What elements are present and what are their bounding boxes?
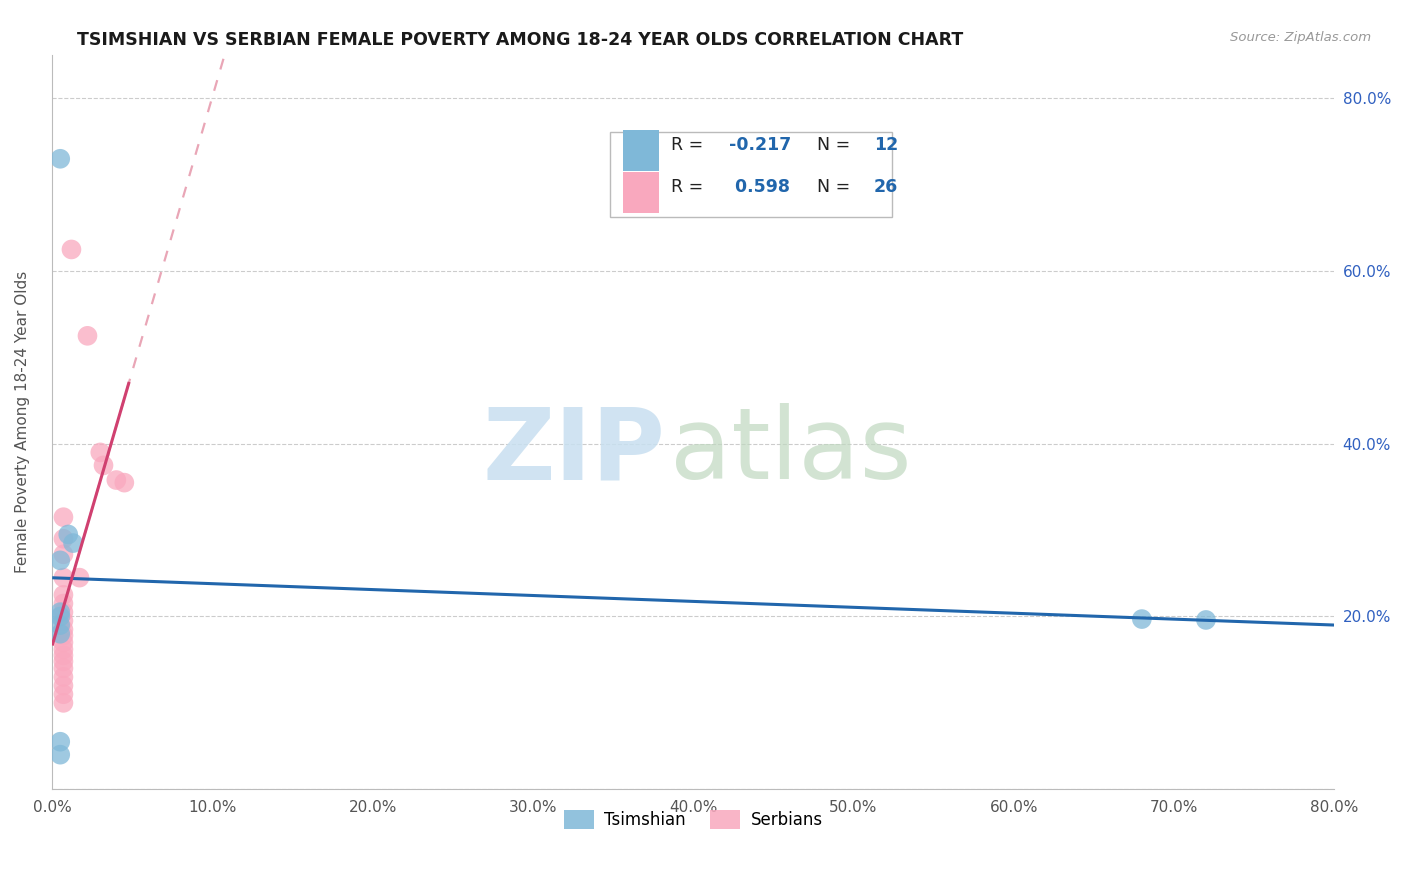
Point — [52, 696, 75, 710]
Text: N =: N = — [806, 136, 856, 153]
Text: R =: R = — [672, 178, 709, 196]
Point — [93, 458, 115, 473]
Point — [52, 623, 75, 637]
Point — [52, 687, 75, 701]
Point — [105, 473, 128, 487]
Text: ZIP: ZIP — [482, 403, 665, 500]
Point — [58, 527, 80, 541]
Point — [1195, 613, 1218, 627]
Point — [49, 609, 72, 624]
Point — [52, 547, 75, 561]
Point — [49, 605, 72, 619]
Bar — [623, 172, 658, 213]
Text: 0.598: 0.598 — [730, 178, 790, 196]
Point — [52, 532, 75, 546]
Point — [49, 627, 72, 641]
Point — [52, 642, 75, 657]
Text: N =: N = — [806, 178, 856, 196]
Point — [1130, 612, 1153, 626]
Point — [60, 243, 83, 257]
Point — [49, 152, 72, 166]
Point — [52, 661, 75, 675]
Point — [52, 628, 75, 642]
Point — [49, 618, 72, 632]
FancyBboxPatch shape — [610, 132, 891, 217]
Point — [49, 735, 72, 749]
Point — [52, 588, 75, 602]
Point — [52, 571, 75, 585]
Point — [52, 605, 75, 619]
Y-axis label: Female Poverty Among 18-24 Year Olds: Female Poverty Among 18-24 Year Olds — [15, 271, 30, 574]
Point — [52, 654, 75, 668]
Point — [52, 635, 75, 649]
Point — [52, 614, 75, 628]
Point — [52, 510, 75, 524]
Point — [52, 648, 75, 663]
Point — [76, 328, 98, 343]
Text: atlas: atlas — [671, 403, 911, 500]
Point — [52, 597, 75, 611]
Text: Source: ZipAtlas.com: Source: ZipAtlas.com — [1230, 31, 1371, 45]
Point — [49, 747, 72, 762]
Point — [89, 445, 111, 459]
Point — [49, 553, 72, 567]
Legend: Tsimshian, Serbians: Tsimshian, Serbians — [557, 804, 830, 836]
Bar — [623, 130, 658, 170]
Point — [112, 475, 135, 490]
Text: 26: 26 — [875, 178, 898, 196]
Text: TSIMSHIAN VS SERBIAN FEMALE POVERTY AMONG 18-24 YEAR OLDS CORRELATION CHART: TSIMSHIAN VS SERBIAN FEMALE POVERTY AMON… — [77, 31, 963, 49]
Point — [62, 536, 84, 550]
Text: -0.217: -0.217 — [730, 136, 792, 153]
Point — [52, 670, 75, 684]
Text: R =: R = — [672, 136, 709, 153]
Point — [69, 571, 91, 585]
Text: 12: 12 — [875, 136, 898, 153]
Point — [52, 679, 75, 693]
